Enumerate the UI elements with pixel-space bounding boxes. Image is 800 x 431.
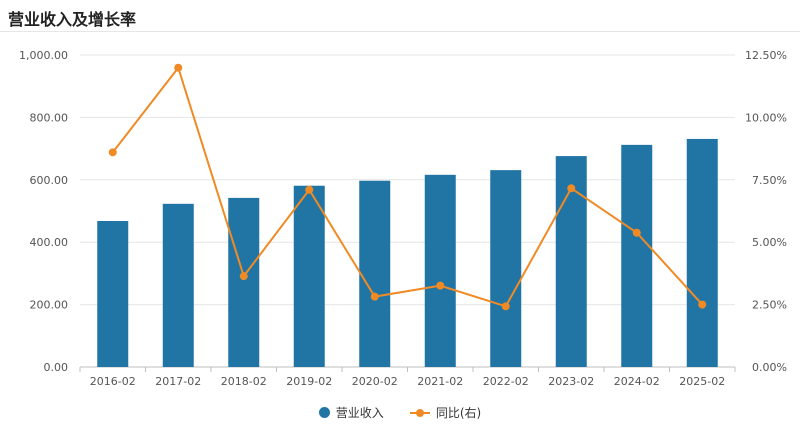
yoy-growth-point <box>632 228 641 237</box>
x-tick-label: 2017-02 <box>155 375 201 388</box>
x-tick-label: 2019-02 <box>286 375 332 388</box>
y-left-tick-label: 400.00 <box>30 236 69 249</box>
yoy-growth-point <box>698 300 707 309</box>
yoy-growth-point <box>174 63 183 72</box>
revenue-bar <box>228 197 260 367</box>
legend-label-revenue: 营业收入 <box>335 406 384 420</box>
y-left-tick-label: 200.00 <box>30 299 69 312</box>
legend-bar-swatch <box>318 407 330 418</box>
revenue-bar <box>621 144 653 367</box>
x-tick-label: 2025-02 <box>679 375 725 388</box>
y-right-tick-label: 7.50% <box>752 174 787 187</box>
revenue-bar <box>359 180 391 367</box>
chart-legend: 营业收入 同比(右) <box>0 404 800 421</box>
yoy-growth-point <box>501 302 510 311</box>
y-left-tick-label: 600.00 <box>30 174 69 187</box>
yoy-growth-point <box>305 185 314 194</box>
x-tick-label: 2016-02 <box>90 375 136 388</box>
y-left-tick-label: 800.00 <box>30 111 69 124</box>
y-right-tick-label: 5.00% <box>752 236 787 249</box>
revenue-growth-chart: 0.00 200.00 400.00 600.00 800.00 1,000.00 0.00… <box>19 49 787 388</box>
chart-title: 营业收入及增长率 <box>8 10 137 29</box>
revenue-bar <box>490 170 522 367</box>
yoy-growth-point <box>436 281 445 290</box>
title-divider <box>0 31 800 32</box>
yoy-growth-line <box>111 65 703 308</box>
yoy-growth-point <box>108 148 117 157</box>
x-tick-label: 2021-02 <box>417 375 463 388</box>
y-right-tick-label: 0.00% <box>752 361 787 374</box>
x-tick-label: 2024-02 <box>614 375 660 388</box>
legend-line-swatch <box>409 407 430 418</box>
revenue-bar <box>293 185 325 367</box>
x-tick-label: 2018-02 <box>221 375 267 388</box>
revenue-bar <box>97 220 129 367</box>
legend-label-yoy: 同比(右) <box>435 406 482 420</box>
yoy-growth-point <box>370 292 379 301</box>
legend-item-revenue[interactable]: 营业收入 <box>318 404 384 421</box>
y-right-tick-label: 12.50% <box>745 49 787 62</box>
x-tick-label: 2022-02 <box>483 375 529 388</box>
revenue-bar <box>424 174 456 367</box>
legend-item-yoy[interactable]: 同比(右) <box>409 404 482 421</box>
y-right-tick-label: 2.50% <box>752 299 787 312</box>
x-tick-label: 2020-02 <box>352 375 398 388</box>
yoy-growth-point <box>567 184 576 193</box>
x-tick-label: 2023-02 <box>548 375 594 388</box>
revenue-bar <box>686 138 718 367</box>
yoy-growth-point <box>239 272 248 281</box>
y-left-tick-label: 1,000.00 <box>19 49 68 62</box>
y-left-tick-label: 0.00 <box>44 361 69 374</box>
y-right-tick-label: 10.00% <box>745 111 787 124</box>
revenue-bar <box>162 203 194 367</box>
